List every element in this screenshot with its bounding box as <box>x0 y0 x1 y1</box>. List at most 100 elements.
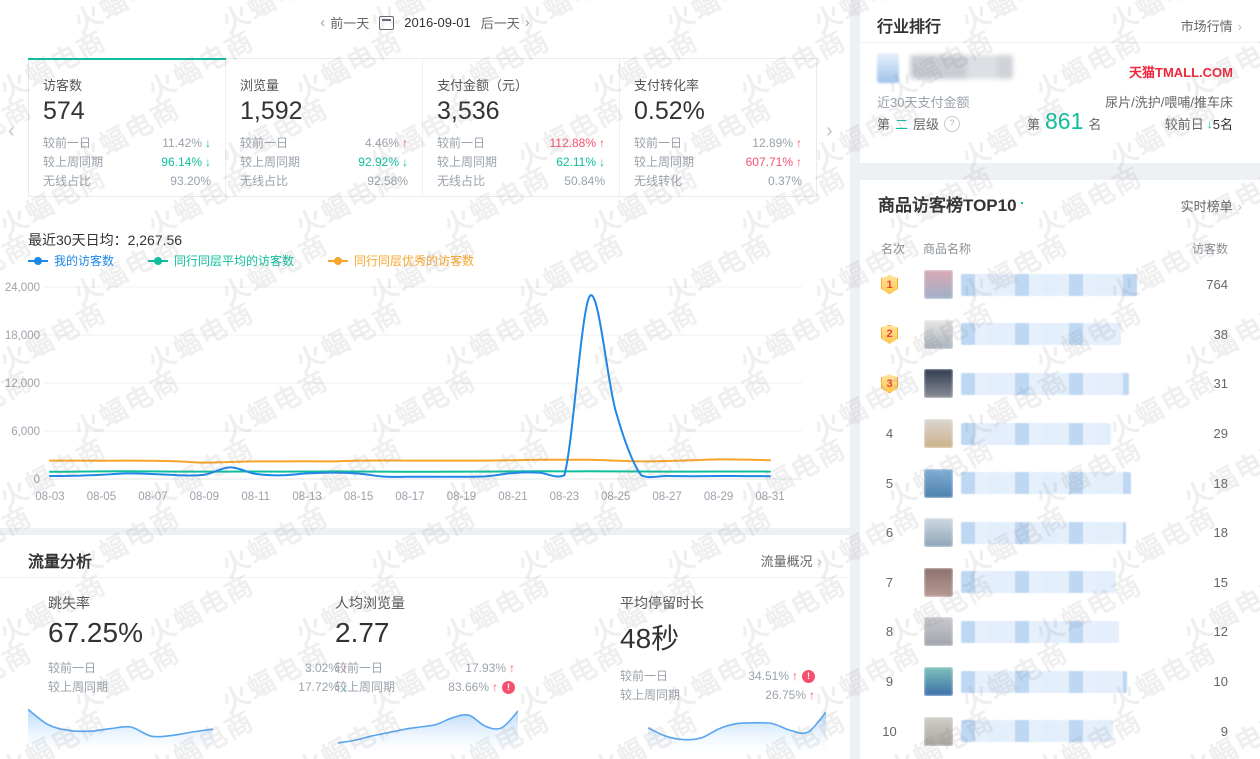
metric-card[interactable]: 支付转化率 0.52% 较前一日 12.89% ↑ 较上周同期 607.71% ↑ … <box>620 59 816 196</box>
comparison-row: 较前一日 17.93% ↑ <box>335 659 515 678</box>
product-row[interactable]: 10 9 <box>860 706 1260 756</box>
warning-icon: ! <box>502 681 515 694</box>
legend-item[interactable]: 同行同层平均的访客数 <box>148 252 294 269</box>
svg-text:08-05: 08-05 <box>87 491 116 503</box>
trend-arrow-icon: ↓ <box>205 155 211 169</box>
product-thumbnail <box>924 468 953 498</box>
visitor-count: 18 <box>1213 475 1228 491</box>
svg-text:08-03: 08-03 <box>35 491 64 503</box>
next-day-button[interactable]: 后一天 › <box>481 13 530 32</box>
comparison-value: 92.92% <box>358 155 399 169</box>
product-image-blurred <box>924 567 953 597</box>
product-thumbnail <box>924 518 953 548</box>
core-metrics-panel: ‹ › 访客数 574 较前一日 11.42% ↓ 较上周同期 96.14% ↓ 无… <box>0 45 850 528</box>
column-header-rank: 名次 <box>881 242 906 256</box>
product-row[interactable]: 7 15 <box>860 558 1260 608</box>
product-row[interactable]: 1 764 <box>860 260 1260 310</box>
product-image-blurred <box>924 518 953 548</box>
trend-arrow-icon: ↑ <box>792 669 798 683</box>
product-row[interactable]: 5 18 <box>860 458 1260 508</box>
svg-text:24,000: 24,000 <box>5 282 40 294</box>
svg-text:18,000: 18,000 <box>5 330 40 342</box>
visitor-count: 12 <box>1213 624 1228 640</box>
product-image-blurred <box>924 319 953 349</box>
product-name-blurred <box>961 472 1131 495</box>
visitor-count: 10 <box>1213 674 1228 690</box>
comparison-row: 较上周同期 83.66% ↑! <box>335 678 515 697</box>
cards-scroll-right[interactable]: › <box>826 120 833 142</box>
next-day-label: 后一天 <box>480 16 520 31</box>
calendar-icon[interactable] <box>379 15 395 30</box>
current-date[interactable]: 2016-09-01 <box>404 15 471 30</box>
comparison-label: 较前一日 <box>43 136 92 150</box>
cards-scroll-left[interactable]: ‹ <box>8 120 15 142</box>
traffic-metric: 跳失率 67.25% 较前一日 3.02% ↑ 较上周同期 17.72% ↓ <box>48 593 348 697</box>
svg-text:08-17: 08-17 <box>395 491 424 503</box>
product-row[interactable]: 8 12 <box>860 607 1260 657</box>
product-row[interactable]: 4 29 <box>860 409 1260 459</box>
comparison-value: 92.58% <box>367 174 408 188</box>
rank-badge: 9 <box>885 674 894 690</box>
realtime-rank-link[interactable]: 实时榜单 › <box>1180 199 1242 214</box>
question-icon[interactable]: ? <box>944 115 961 132</box>
traffic-metric: 平均停留时长 48秒 较前一日 34.51% ↑! 较上周同期 26.75% ↑ <box>620 593 815 705</box>
metric-value: 67.25% <box>48 617 143 648</box>
category-label: 尿片/洗护/喂哺/推车床 <box>1105 95 1233 110</box>
industry-rank: 第 861 名 <box>1027 108 1102 134</box>
trend-arrow-icon: ↓ <box>1206 116 1213 131</box>
trend-arrow-icon: ↓ <box>205 136 211 150</box>
comparison-value: 34.51% <box>748 669 789 683</box>
product-row[interactable]: 9 10 <box>860 657 1260 707</box>
legend-label: 同行同层优秀的访客数 <box>354 254 475 268</box>
product-name-blurred <box>961 521 1126 544</box>
divider <box>860 42 1260 43</box>
product-image-blurred <box>924 270 953 300</box>
prev-day-button[interactable]: ‹ 前一天 <box>320 13 369 32</box>
rank-badge: 8 <box>885 624 894 640</box>
legend-item[interactable]: 同行同层优秀的访客数 <box>328 252 474 269</box>
top10-title: 商品访客榜TOP10 <box>878 196 1017 215</box>
product-thumbnail <box>924 716 953 746</box>
rank-badge: 10 <box>882 723 897 739</box>
metric-label: 人均浏览量 <box>335 595 405 611</box>
pageviews-sparkline <box>337 700 519 752</box>
product-row[interactable]: 3 31 <box>860 359 1260 409</box>
svg-text:08-25: 08-25 <box>601 491 630 503</box>
metric-card[interactable]: 支付金额（元） 3,536 较前一日 112.88% ↑ 较上周同期 62.11%… <box>423 59 620 196</box>
product-name-blurred <box>961 620 1119 643</box>
comparison-value: 96.14% <box>161 155 202 169</box>
comparison-row: 较上周同期 607.71% ↑ <box>634 153 802 172</box>
traffic-overview-link[interactable]: 流量概况 › <box>760 554 822 569</box>
product-name-blurred <box>961 372 1129 395</box>
shop-name-blurred <box>910 55 1013 79</box>
comparison-value: 93.20% <box>170 174 211 188</box>
comparison-value: 17.72% <box>298 680 339 694</box>
metric-value: 48秒 <box>620 623 680 654</box>
visitor-count: 31 <box>1213 376 1228 392</box>
svg-text:08-21: 08-21 <box>498 491 527 503</box>
comparison-label: 较前一日 <box>335 661 384 675</box>
visitor-count: 764 <box>1206 277 1228 293</box>
product-thumbnail <box>924 667 953 697</box>
metric-label: 平均停留时长 <box>620 595 704 611</box>
visitor-count: 29 <box>1213 426 1228 442</box>
rank-badge: 3 <box>881 374 898 394</box>
comparison-row: 无线占比 93.20% <box>43 172 211 191</box>
comparison-label: 较前一日 <box>620 669 669 683</box>
comparison-row: 较上周同期 26.75% ↑ <box>620 686 815 705</box>
chevron-right-icon: › <box>817 554 822 569</box>
traffic-metric: 人均浏览量 2.77 较前一日 17.93% ↑ 较上周同期 83.66% ↑! <box>335 593 515 697</box>
visitors-line-chart[interactable]: 0 6,000 12,000 18,000 24,000 08-03 08-05 08-07 0… <box>0 278 850 515</box>
product-row[interactable]: 6 18 <box>860 508 1260 558</box>
market-link[interactable]: 市场行情 › <box>1180 19 1242 34</box>
trend-arrow-icon: ↓ <box>599 155 605 169</box>
svg-text:08-29: 08-29 <box>704 491 733 503</box>
legend-item[interactable]: 我的访客数 <box>28 252 114 269</box>
svg-text:08-27: 08-27 <box>652 491 681 503</box>
comparison-label: 较上周同期 <box>43 155 104 169</box>
product-row[interactable]: 2 38 <box>860 310 1260 360</box>
metric-card[interactable]: 浏览量 1,592 较前一日 4.46% ↑ 较上周同期 92.92% ↓ 无线占比… <box>226 59 423 196</box>
legend-label: 同行同层平均的访客数 <box>174 254 295 268</box>
tier-value: 二 <box>895 117 909 132</box>
metric-card[interactable]: 访客数 574 较前一日 11.42% ↓ 较上周同期 96.14% ↓ 无线占比 … <box>28 58 226 196</box>
